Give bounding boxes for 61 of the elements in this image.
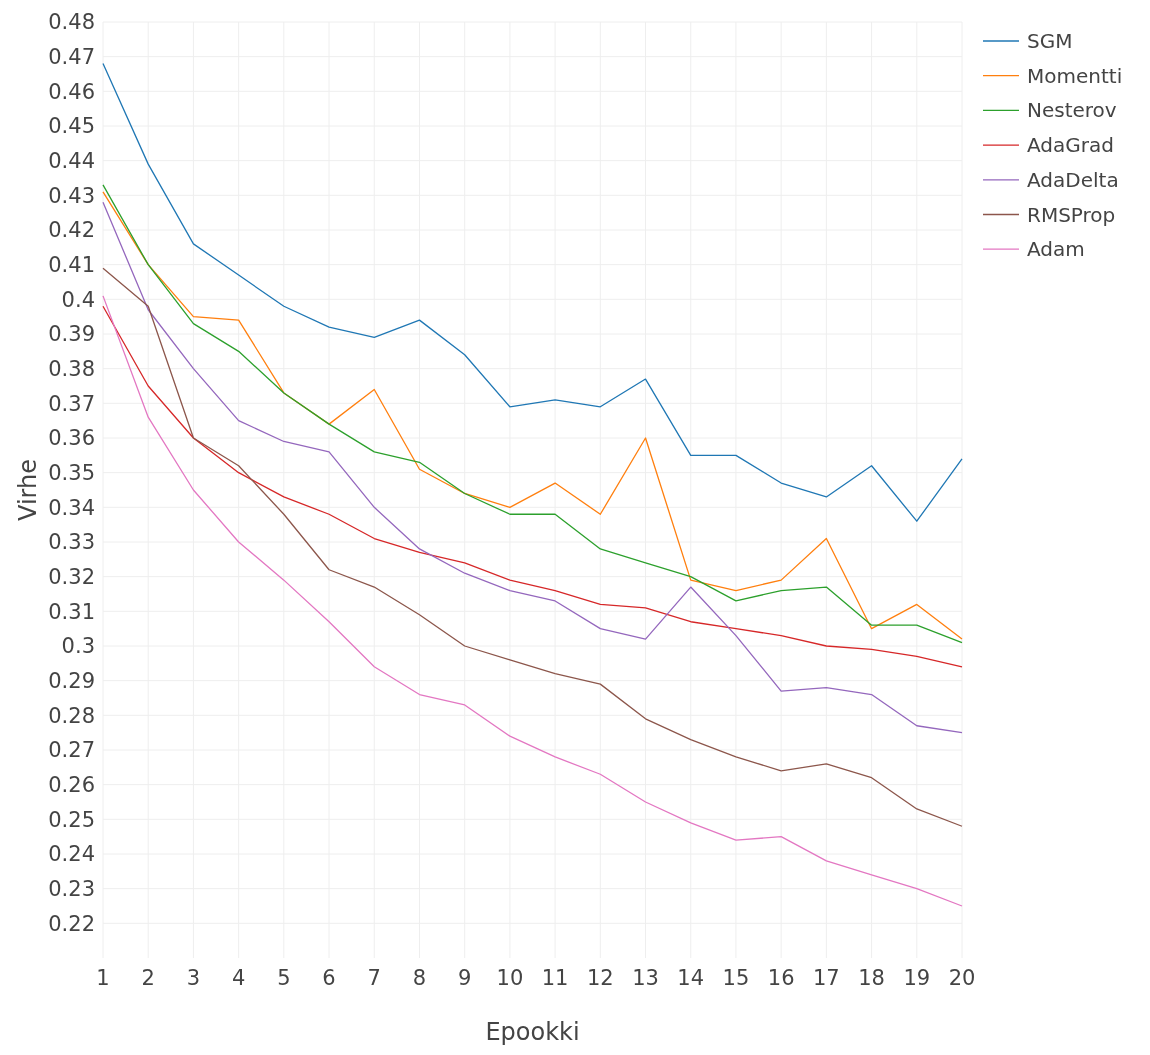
y-tick-label: 0.32 — [48, 565, 95, 590]
x-tick-label: 6 — [322, 966, 336, 990]
line-series — [102, 62, 963, 522]
y-tick-label: 0.35 — [48, 461, 95, 486]
legend-label: AdaGrad — [1027, 133, 1114, 158]
y-tick-label: 0.44 — [48, 149, 95, 174]
legend-label: SGM — [1027, 29, 1073, 53]
x-tick-label: 7 — [367, 966, 381, 990]
y-tick-label: 0.3 — [61, 634, 95, 659]
legend-label: Adam — [1027, 237, 1085, 262]
x-tick-label: 16 — [767, 966, 795, 990]
y-tick-label: 0.4 — [61, 287, 95, 312]
y-tick-label: 0.47 — [48, 45, 95, 70]
legend-label: Momentti — [1027, 63, 1123, 88]
x-tick-label: 1 — [96, 966, 110, 990]
x-tick-label: 17 — [813, 966, 840, 990]
x-tick-label: 2 — [141, 966, 155, 990]
y-tick-label: 0.36 — [48, 426, 95, 451]
y-tick-label: 0.34 — [48, 495, 95, 520]
x-tick-label: 19 — [903, 966, 931, 990]
line-series — [102, 201, 963, 734]
y-tick-label: 0.42 — [48, 218, 95, 243]
y-tick-label: 0.24 — [48, 842, 95, 867]
y-tick-label: 0.39 — [48, 322, 95, 347]
y-tick-label: 0.46 — [48, 79, 95, 104]
y-tick-label: 0.37 — [48, 391, 95, 416]
legend-label: Nesterov — [1027, 98, 1117, 123]
x-tick-label: 4 — [231, 966, 246, 990]
y-tick-label: 0.22 — [48, 911, 95, 936]
x-tick-label: 20 — [948, 966, 976, 990]
y-tick-label: 0.25 — [48, 807, 95, 832]
y-tick-label: 0.38 — [48, 357, 95, 382]
x-tick-label: 11 — [541, 966, 569, 990]
x-tick-label: 9 — [458, 966, 472, 990]
x-tick-label: 12 — [586, 966, 614, 990]
x-tick-label: 5 — [277, 966, 291, 990]
legend-label: RMSProp — [1027, 202, 1116, 227]
x-tick-label: 8 — [412, 966, 427, 990]
line-series — [102, 267, 963, 827]
line-series — [102, 295, 963, 907]
x-tick-label: 3 — [186, 966, 201, 990]
line-series — [102, 305, 963, 668]
y-tick-label: 0.23 — [48, 877, 95, 902]
x-tick-label: 13 — [632, 966, 659, 990]
y-tick-label: 0.29 — [48, 669, 95, 694]
y-tick-label: 0.28 — [48, 703, 95, 728]
y-tick-label: 0.33 — [48, 530, 95, 555]
legend-label: AdaDelta — [1027, 167, 1119, 192]
x-axis-title: Epookki — [485, 1018, 580, 1046]
y-tick-label: 0.31 — [48, 599, 95, 624]
y-axis-title: Virhe — [14, 459, 42, 521]
x-tick-label: 18 — [858, 966, 885, 990]
y-tick-label: 0.43 — [48, 183, 95, 208]
y-tick-label: 0.45 — [48, 114, 95, 139]
y-tick-label: 0.27 — [48, 738, 95, 763]
y-tick-label: 0.41 — [48, 253, 95, 278]
x-tick-label: 10 — [496, 966, 524, 990]
y-tick-label: 0.26 — [48, 773, 95, 798]
x-tick-label: 14 — [677, 966, 705, 990]
y-tick-label: 0.48 — [48, 10, 95, 35]
x-tick-label: 15 — [722, 966, 750, 990]
